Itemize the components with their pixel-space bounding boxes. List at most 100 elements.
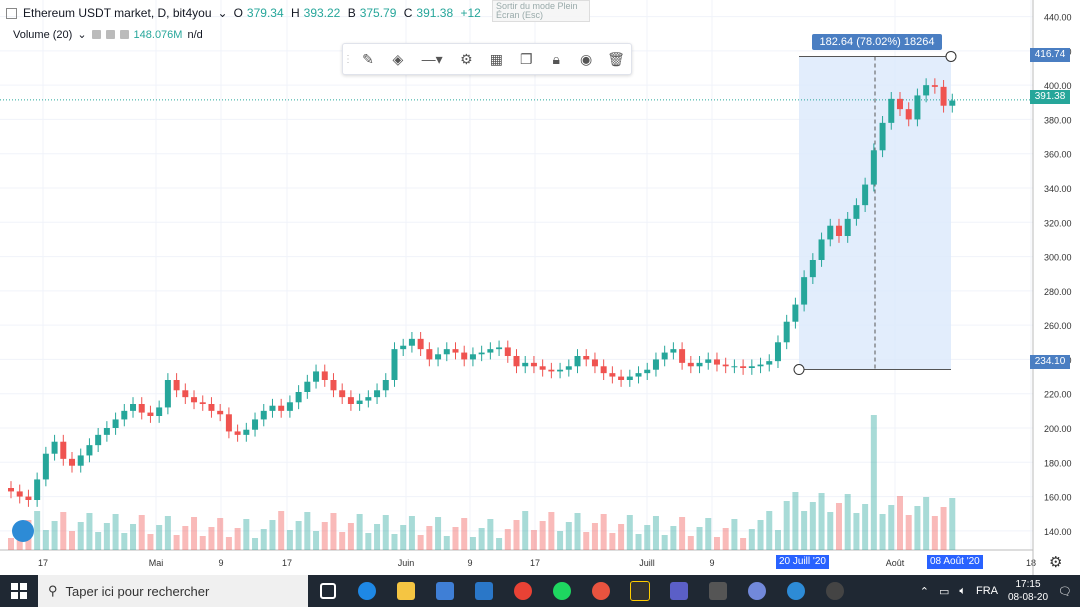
volume-bar bbox=[722, 528, 729, 550]
volume-bar bbox=[591, 523, 598, 550]
price-tick: 400.00 bbox=[1044, 81, 1072, 91]
drawing-toolbar: ⋮ ✎ ◈ —▾ ⚙ ▦ ❐ 🔒︎ ◉ 🗑︎ bbox=[342, 43, 632, 75]
volume-bar bbox=[164, 516, 171, 550]
collapse-icon[interactable] bbox=[6, 7, 17, 19]
volume-bar bbox=[731, 519, 738, 550]
notification-icon[interactable]: 🗨︎ bbox=[1058, 585, 1072, 598]
time-tick: 9 bbox=[467, 558, 472, 568]
candle-body bbox=[522, 362, 529, 367]
volume-bar bbox=[313, 531, 320, 550]
volume-bar bbox=[8, 538, 14, 550]
candle-body bbox=[391, 349, 398, 380]
chevron-down-icon[interactable]: ⌄ bbox=[77, 29, 87, 41]
volume-bar bbox=[295, 521, 302, 550]
candle-body bbox=[182, 390, 189, 398]
settings-gear-icon[interactable]: ⚙ bbox=[1049, 554, 1063, 571]
volume-bar bbox=[347, 523, 354, 550]
measure-handle-start bbox=[793, 364, 805, 376]
volume-bar bbox=[173, 535, 180, 550]
start-button[interactable] bbox=[0, 575, 38, 607]
price-chart[interactable]: 440.00420.00400.00380.00360.00340.00320.… bbox=[0, 0, 1080, 575]
settings-icon[interactable] bbox=[105, 30, 115, 39]
symbol-title[interactable]: Ethereum USDT market, D, bit4you bbox=[23, 6, 212, 20]
volume-bar bbox=[382, 515, 389, 550]
candle-body bbox=[565, 366, 572, 370]
volume-bar bbox=[801, 511, 808, 550]
candle-body bbox=[931, 85, 938, 87]
candle-body bbox=[748, 366, 755, 368]
candle-body bbox=[400, 345, 407, 350]
volume-icon[interactable]: 🔈︎ bbox=[959, 584, 966, 597]
time-tick: 17 bbox=[530, 558, 540, 568]
volume-bar bbox=[931, 516, 938, 550]
calculator-icon[interactable] bbox=[698, 575, 737, 607]
network-icon[interactable]: ▭ bbox=[938, 585, 950, 598]
clone-icon[interactable]: ❐ bbox=[519, 50, 533, 67]
candle-body bbox=[408, 338, 415, 346]
teams-icon[interactable] bbox=[659, 575, 698, 607]
fill-bucket-icon[interactable]: ◈ bbox=[392, 50, 404, 67]
candle-body bbox=[679, 349, 686, 363]
chevron-down-icon[interactable]: ⌄ bbox=[217, 6, 228, 20]
candle-body bbox=[60, 441, 67, 459]
candle-body bbox=[740, 366, 747, 368]
chart-area[interactable]: 440.00420.00400.00380.00360.00340.00320.… bbox=[0, 0, 1080, 575]
candle-body bbox=[8, 488, 14, 492]
system-tray: ⌃ ▭ 🔈︎ FRA 17:15 08-08-20 🗨︎ bbox=[920, 575, 1080, 607]
edge-icon[interactable] bbox=[347, 575, 386, 607]
volume-bar bbox=[191, 517, 198, 550]
logo-icon[interactable] bbox=[12, 520, 34, 542]
candle-body bbox=[539, 366, 546, 370]
candle-body bbox=[635, 373, 642, 377]
pencil-icon[interactable]: ✎ bbox=[362, 50, 374, 67]
discord-icon[interactable] bbox=[737, 575, 776, 607]
candle-body bbox=[243, 429, 250, 435]
volume-bar bbox=[670, 526, 677, 550]
close-icon[interactable] bbox=[119, 30, 129, 39]
volume-bar bbox=[853, 513, 860, 550]
language-indicator[interactable]: FRA bbox=[976, 585, 998, 597]
game-icon[interactable] bbox=[620, 575, 659, 607]
volume-bar bbox=[818, 493, 825, 550]
store-icon[interactable] bbox=[425, 575, 464, 607]
candle-body bbox=[949, 100, 956, 106]
line-style-icon[interactable]: —▾ bbox=[421, 50, 443, 67]
candle-body bbox=[426, 349, 433, 360]
task-view-icon[interactable] bbox=[308, 575, 347, 607]
clock[interactable]: 17:15 08-08-20 bbox=[1008, 579, 1049, 603]
candle-body bbox=[705, 359, 712, 363]
drag-handle[interactable]: ⋮ bbox=[343, 53, 353, 65]
eye-icon[interactable]: ◉ bbox=[579, 50, 593, 67]
price-tick: 220.00 bbox=[1044, 390, 1072, 400]
candle-body bbox=[809, 260, 816, 278]
volume-bar bbox=[225, 537, 232, 550]
volume-label[interactable]: Volume (20) bbox=[13, 28, 73, 41]
date-tag-end: 08 Août '20 bbox=[927, 555, 983, 569]
volume-bar bbox=[618, 524, 625, 550]
template-icon[interactable]: ▦ bbox=[489, 50, 503, 67]
candle-body bbox=[844, 218, 851, 236]
eye-icon[interactable] bbox=[91, 30, 101, 39]
chrome-icon[interactable] bbox=[503, 575, 542, 607]
mail-icon[interactable] bbox=[464, 575, 503, 607]
volume-bar bbox=[757, 520, 764, 550]
trash-icon[interactable]: 🗑︎ bbox=[607, 50, 625, 67]
lock-icon[interactable]: 🔒︎ bbox=[552, 50, 560, 67]
candle-body bbox=[557, 369, 564, 372]
chevron-up-icon[interactable]: ⌃ bbox=[919, 585, 929, 598]
volume-bar bbox=[522, 511, 529, 550]
settings-gear-icon[interactable]: ⚙ bbox=[460, 50, 473, 67]
price-tick: 440.00 bbox=[1044, 13, 1072, 23]
candle-body bbox=[783, 321, 790, 343]
candle-body bbox=[156, 407, 163, 416]
candle-body bbox=[295, 392, 302, 403]
file-explorer-icon[interactable] bbox=[386, 575, 425, 607]
volume-bar bbox=[199, 536, 206, 550]
app-icon[interactable] bbox=[581, 575, 620, 607]
app2-icon[interactable] bbox=[776, 575, 815, 607]
taskbar-search[interactable]: ⚲ Taper ici pour rechercher bbox=[38, 575, 308, 607]
time-tick: Août bbox=[886, 558, 905, 568]
spotify-icon[interactable] bbox=[542, 575, 581, 607]
candle-body bbox=[286, 402, 293, 411]
steam-icon[interactable] bbox=[815, 575, 854, 607]
